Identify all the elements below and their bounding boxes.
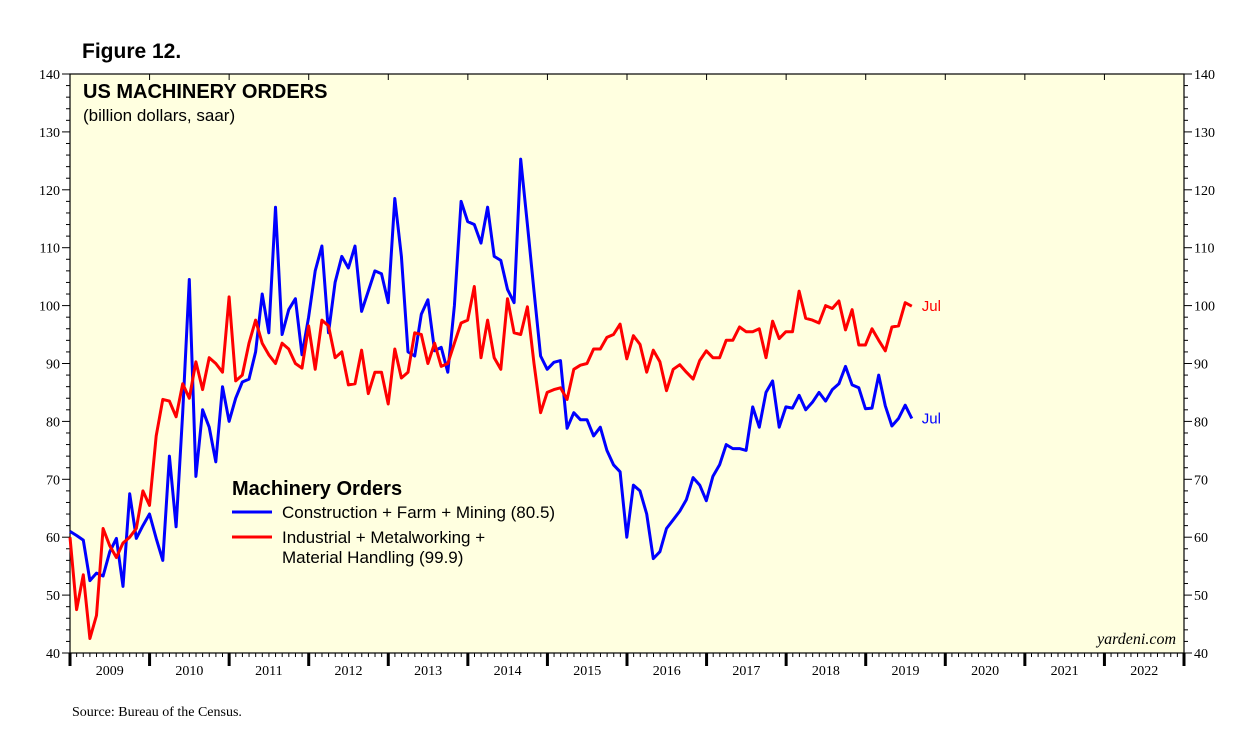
x-tick-label: 2015: [573, 664, 601, 679]
x-tick-label: 2016: [653, 664, 681, 679]
y-tick-label-right: 80: [1194, 415, 1208, 430]
x-tick-label: 2011: [255, 664, 282, 679]
x-tick-label: 2013: [414, 664, 442, 679]
watermark: yardeni.com: [1095, 631, 1176, 648]
x-tick-label: 2010: [175, 664, 203, 679]
y-tick-label-left: 40: [46, 647, 60, 662]
x-tick-label: 2021: [1051, 664, 1079, 679]
y-tick-label-right: 100: [1194, 300, 1215, 315]
y-tick-label-left: 60: [46, 531, 60, 546]
y-tick-label-left: 80: [46, 415, 60, 430]
figure-label: Figure 12.: [82, 40, 181, 63]
chart-title: US MACHINERY ORDERS: [83, 81, 327, 103]
legend-label: Construction + Farm + Mining (80.5): [282, 503, 555, 522]
legend-label: Material Handling (99.9): [282, 548, 463, 567]
y-tick-label-right: 120: [1194, 184, 1215, 199]
y-tick-label-right: 140: [1194, 68, 1215, 83]
y-tick-label-left: 90: [46, 358, 60, 373]
plot-area: [69, 73, 1185, 654]
y-tick-label-right: 110: [1194, 242, 1214, 257]
x-tick-label: 2019: [892, 664, 920, 679]
series-line: [69, 157, 914, 588]
y-tick-label-left: 130: [39, 126, 60, 141]
y-tick-label-left: 140: [39, 68, 60, 83]
legend-label: Industrial + Metalworking +: [282, 528, 485, 547]
x-tick-label: 2012: [335, 664, 363, 679]
legend-title: Machinery Orders: [232, 478, 402, 500]
y-tick-label-left: 50: [46, 589, 60, 604]
x-tick-label: 2014: [494, 664, 522, 679]
y-tick-label-right: 70: [1194, 473, 1208, 488]
y-tick-label-left: 70: [46, 473, 60, 488]
y-tick-label-right: 60: [1194, 531, 1208, 546]
x-tick-label: 2018: [812, 664, 840, 679]
legend: Machinery Orders Construction + Farm + Mi…: [232, 478, 555, 567]
y-tick-label-right: 90: [1194, 358, 1208, 373]
series-line: [68, 285, 913, 640]
y-tick-label-left: 100: [39, 300, 60, 315]
y-tick-label-right: 130: [1194, 126, 1215, 141]
series-end-label: Jul: [922, 411, 941, 428]
source-note: Source: Bureau of the Census.: [72, 705, 242, 720]
x-tick-label: 2017: [732, 664, 760, 679]
x-tick-label: 2022: [1130, 664, 1158, 679]
x-tick-label: 2009: [96, 664, 124, 679]
y-tick-label-right: 50: [1194, 589, 1208, 604]
series-end-label: Jul: [922, 298, 941, 315]
x-tick-label: 2020: [971, 664, 999, 679]
y-tick-label-left: 110: [40, 242, 60, 257]
chart-subtitle: (billion dollars, saar): [83, 106, 235, 125]
y-tick-label-right: 40: [1194, 647, 1208, 662]
y-tick-label-left: 120: [39, 184, 60, 199]
